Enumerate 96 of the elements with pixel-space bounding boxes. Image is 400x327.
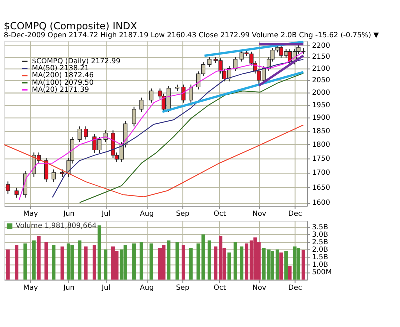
bar (52, 245, 56, 280)
x-tick-label: May (24, 209, 38, 218)
candlestick (6, 181, 10, 194)
y-tick-label: 2150 (312, 52, 331, 62)
candlestick (132, 106, 136, 128)
bar (44, 242, 48, 280)
candlestick (52, 169, 56, 183)
bar (84, 246, 88, 280)
bar (162, 245, 166, 280)
y-tick-label: 1650 (312, 182, 331, 192)
x-tick-label: Oct (214, 209, 226, 218)
bar (158, 248, 162, 280)
bar (254, 238, 258, 280)
bar (70, 245, 74, 280)
y-tick-label: 500M (312, 268, 332, 277)
x-tick-label: Jul (100, 283, 111, 292)
legend-label: $COMPQ (Daily) 2172.99 (32, 56, 122, 66)
y-tick-label: 1850 (312, 126, 331, 136)
candlestick (84, 126, 88, 140)
y-tick-label: 1600 (312, 198, 331, 208)
bar (124, 245, 128, 280)
bar (132, 244, 136, 280)
legend-label: MA(100) 2079.50 (32, 78, 94, 87)
y-tick-label: 1.0B (312, 260, 329, 270)
bar (66, 244, 71, 280)
y-tick-label: 1750 (312, 154, 331, 163)
bar (111, 246, 116, 280)
legend-label: MA(20) 2171.39 (32, 84, 90, 94)
line-series (4, 124, 304, 198)
bar (302, 250, 306, 280)
x-tick-label: Sep (176, 283, 190, 292)
legend-label: Volume 1,981,809,664 (16, 221, 98, 230)
bar (284, 251, 288, 280)
x-tick-label: Jun (62, 283, 75, 292)
bar (150, 244, 154, 280)
y-tick-label: 2000 (312, 88, 331, 97)
y-tick-label: 3.0B (312, 230, 329, 239)
y-tick-label: 2100 (312, 64, 331, 73)
bar (32, 240, 36, 280)
bar (24, 244, 28, 280)
x-tick-label: Oct (214, 283, 226, 292)
bar (15, 245, 19, 280)
bar (104, 250, 108, 280)
line-series (18, 52, 304, 201)
chart-subtitle: 8-Dec-2009 Open 2174.72 High 2187.19 Low 2160.43 Close 2172.99 Volume 2.0B Chg -15.62 (-0.75%) ▼ (4, 30, 380, 40)
bar (98, 226, 102, 280)
candlestick (150, 88, 154, 104)
bar (182, 245, 186, 280)
x-tick-label: Nov (252, 209, 267, 218)
bar (176, 242, 180, 280)
chart-title: $COMPQ (Composite) INDX (4, 21, 138, 32)
bar (140, 242, 144, 280)
x-tick-label: Jul (100, 209, 111, 218)
y-tick-label: 2200 (312, 40, 331, 50)
bar (288, 266, 292, 280)
bar (92, 245, 96, 280)
candlestick (78, 126, 82, 143)
bar (240, 246, 244, 280)
x-tick-label: Jun (62, 209, 75, 218)
bar (293, 246, 297, 280)
bar (167, 240, 171, 280)
candlestick (44, 158, 49, 183)
y-tick-label: 2.0B (312, 244, 329, 254)
x-tick-label: Nov (252, 283, 267, 292)
y-tick-label: 2050 (312, 76, 331, 85)
legend-label: MA(200) 1872.46 (32, 70, 94, 80)
y-tick-label: 1.5B (312, 252, 329, 262)
y-tick-label: 1700 (312, 168, 331, 178)
candlestick (208, 56, 212, 68)
candlestick (140, 97, 144, 112)
bar (78, 240, 82, 280)
x-tick-label: May (24, 283, 38, 292)
x-tick-label: Aug (140, 209, 154, 218)
y-tick-label: 3.5B (312, 222, 329, 232)
candlestick (111, 130, 116, 159)
y-tick-label: 1800 (312, 140, 331, 149)
bar (280, 252, 284, 280)
bar (60, 246, 64, 280)
candlestick (189, 84, 194, 104)
bar (37, 236, 41, 280)
bar (189, 248, 193, 280)
y-tick-label: 1900 (312, 113, 331, 122)
y-tick-label: 2.5B (312, 237, 329, 246)
bar (208, 240, 212, 280)
bar (6, 250, 10, 280)
bar (234, 242, 238, 280)
candlestick (182, 84, 186, 104)
legend-label: MA(50) 2138.21 (32, 64, 90, 73)
bar (228, 252, 232, 280)
x-tick-label: Sep (176, 209, 190, 218)
y-tick-label: 1950 (312, 100, 331, 110)
x-tick-label: Aug (140, 283, 154, 292)
x-tick-label: Dec (288, 283, 302, 292)
candlestick (14, 188, 19, 198)
x-tick-label: Dec (288, 209, 302, 218)
bar (296, 248, 300, 280)
